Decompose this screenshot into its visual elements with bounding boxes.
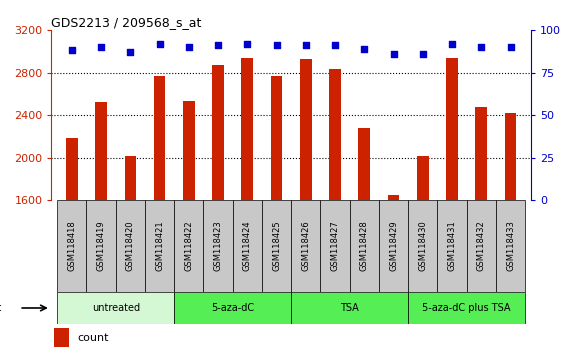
- Text: GSM118431: GSM118431: [448, 221, 457, 272]
- Point: [155, 41, 164, 46]
- Bar: [183, 101, 195, 200]
- Bar: [349, 200, 379, 292]
- Bar: [145, 200, 174, 292]
- Text: GDS2213 / 209568_s_at: GDS2213 / 209568_s_at: [51, 16, 202, 29]
- Bar: [329, 69, 341, 200]
- Text: agent: agent: [0, 303, 2, 313]
- Text: GSM118427: GSM118427: [331, 221, 340, 272]
- Text: GSM118420: GSM118420: [126, 221, 135, 272]
- Bar: [320, 200, 349, 292]
- Point: [126, 49, 135, 55]
- Text: count: count: [77, 332, 109, 343]
- Text: GSM118425: GSM118425: [272, 221, 281, 272]
- Bar: [95, 102, 107, 200]
- Point: [184, 44, 194, 50]
- Bar: [437, 200, 467, 292]
- Point: [243, 41, 252, 46]
- Text: GSM118430: GSM118430: [419, 221, 427, 272]
- Bar: [300, 59, 312, 200]
- Text: GSM118418: GSM118418: [67, 221, 77, 272]
- Text: untreated: untreated: [92, 303, 140, 313]
- Text: 5-aza-dC plus TSA: 5-aza-dC plus TSA: [423, 303, 511, 313]
- Text: GSM118433: GSM118433: [506, 221, 515, 272]
- Bar: [233, 200, 262, 292]
- Bar: [212, 65, 224, 200]
- Text: GSM118419: GSM118419: [96, 221, 106, 272]
- Text: GSM118422: GSM118422: [184, 221, 194, 272]
- Point: [418, 51, 427, 57]
- Bar: [379, 200, 408, 292]
- Point: [360, 46, 369, 52]
- Bar: [57, 200, 86, 292]
- Bar: [505, 113, 516, 200]
- Text: GSM118428: GSM118428: [360, 221, 369, 272]
- Bar: [417, 156, 429, 200]
- Point: [301, 42, 311, 48]
- Bar: [174, 292, 291, 324]
- Text: GSM118424: GSM118424: [243, 221, 252, 272]
- Text: GSM118429: GSM118429: [389, 221, 398, 272]
- Text: GSM118421: GSM118421: [155, 221, 164, 272]
- Bar: [271, 76, 283, 200]
- Text: GSM118423: GSM118423: [214, 221, 223, 272]
- Point: [272, 42, 281, 48]
- Text: 5-aza-dC: 5-aza-dC: [211, 303, 254, 313]
- Bar: [408, 200, 437, 292]
- Bar: [467, 200, 496, 292]
- Bar: [124, 156, 136, 200]
- Point: [477, 44, 486, 50]
- Bar: [496, 200, 525, 292]
- Text: GSM118432: GSM118432: [477, 221, 486, 272]
- Bar: [54, 329, 69, 347]
- Bar: [86, 200, 116, 292]
- Bar: [174, 200, 203, 292]
- Text: TSA: TSA: [340, 303, 359, 313]
- Bar: [476, 107, 487, 200]
- Point: [96, 44, 106, 50]
- Point: [67, 48, 77, 53]
- Bar: [262, 200, 291, 292]
- Point: [389, 51, 398, 57]
- Bar: [291, 200, 320, 292]
- Bar: [242, 58, 253, 200]
- Point: [214, 42, 223, 48]
- Bar: [359, 128, 370, 200]
- Bar: [388, 195, 400, 200]
- Point: [331, 42, 340, 48]
- Point: [506, 44, 515, 50]
- Bar: [408, 292, 525, 324]
- Bar: [291, 292, 408, 324]
- Point: [448, 41, 457, 46]
- Text: GSM118426: GSM118426: [301, 221, 310, 272]
- Bar: [66, 138, 78, 200]
- Bar: [154, 76, 166, 200]
- Bar: [203, 200, 233, 292]
- Bar: [116, 200, 145, 292]
- Bar: [57, 292, 174, 324]
- Bar: [446, 58, 458, 200]
